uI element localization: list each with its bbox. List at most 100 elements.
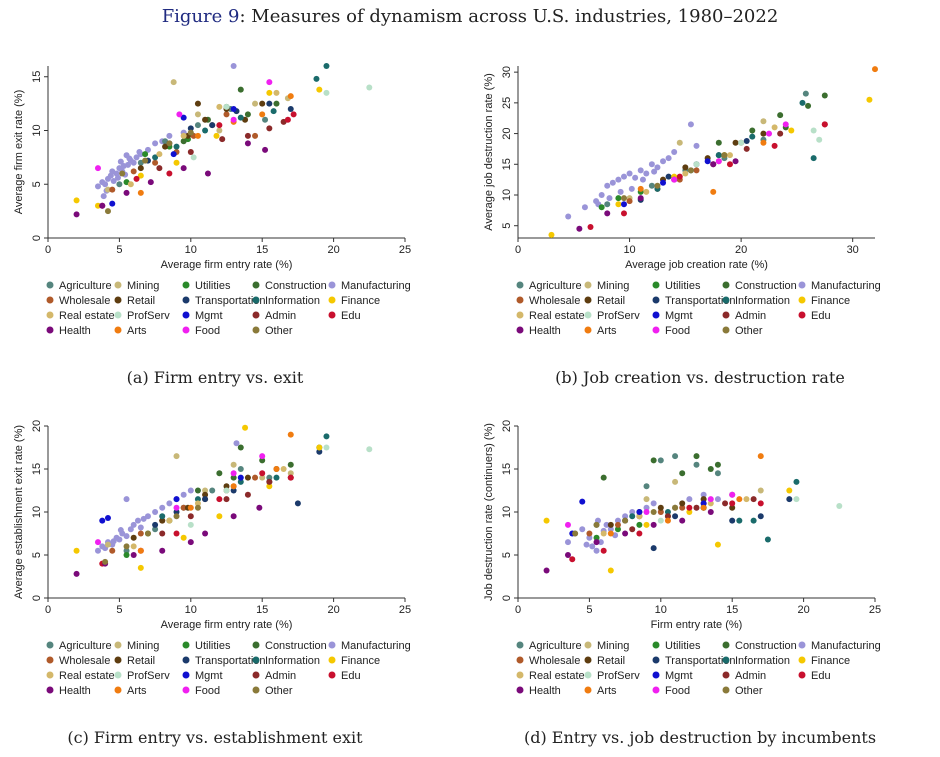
panel-a-point-wholesale [252,132,259,139]
panel-d-legend-marker-real-estate [516,671,524,679]
panel-b-point-health [576,225,583,232]
panel-c-point-arts [137,547,144,554]
panel-c-point-retail [159,517,166,524]
panel-b-legend-label-retail: Retail [597,295,625,307]
panel-d-point-other [593,521,600,528]
panel-d-point-information [793,478,800,485]
panel-b-point-manufacturing [637,167,644,174]
panel-c-legend-marker-construction [252,641,260,649]
panel-c-point-transportation [202,496,209,503]
panel-b-point-edu [726,161,733,168]
panel-b-point-edu [587,223,594,230]
panel-a-point-edu [166,170,173,177]
panel-d-point-edu [636,530,643,537]
panel-c-legend-label-wholesale: Wholesale [59,655,110,667]
panel-d-legend-marker-profserv [584,671,592,679]
panel-d-point-finance [714,541,721,548]
panel-c-point-information [323,433,330,440]
panel-c-point-arts [230,483,237,490]
panel-c-point-arts [187,504,194,511]
panel-a-point-manufacturing [117,158,124,165]
panel-c-point-other [123,543,130,550]
panel-b-point-manufacturing [654,164,661,171]
panel-a-point-mining [252,100,259,107]
panel-d-legend-marker-utilities [652,641,660,649]
panel-b-point-manufacturing [648,161,655,168]
panel-b-legend-label-utilities: Utilities [665,280,701,292]
panel-d-point-retail [679,500,686,507]
panel-d-legend-label-retail: Retail [597,655,625,667]
panel-c-point-construction [287,461,294,468]
panel-c-point-profserv [223,487,230,494]
panel-b-legend-marker-other [722,326,730,334]
panel-d-point-information [664,509,671,515]
panel-d-point-mgmt [579,498,586,505]
panel-c-point-mining [202,487,209,494]
panel-c-legend-marker-mgmt [182,671,190,679]
panel-a-point-food [230,116,237,123]
panel-b-point-mining [676,139,683,146]
panel-d-legend-marker-retail [584,656,592,664]
panel-d-point-arts [664,517,671,524]
panel-a-point-admin [156,165,163,172]
panel-d-legend-label-wholesale: Wholesale [529,655,580,667]
panel-c-legend-marker-arts [114,686,122,694]
panel-c-legend-marker-wholesale [46,656,54,664]
panel-a-point-profserv [366,84,373,91]
panel-b-point-transportation [665,173,672,180]
panel-a-point-arts [287,93,294,100]
panel-b-point-construction [749,127,756,134]
panel-a-point-edu [216,122,223,129]
panel-a-y-tick-label: 10 [31,124,43,136]
panel-d-point-manufacturing [586,534,593,541]
panel-c-point-real-estate [130,543,137,550]
panel-b-point-manufacturing [615,176,622,183]
panel-c-point-finance [242,424,249,431]
panel-a-legend-label-admin: Admin [265,310,296,322]
panel-a-point-information [202,127,209,134]
panel-c-point-manufacturing [137,524,144,531]
panel-b-legend-label-edu: Edu [811,310,831,322]
panel-d-legend-marker-arts [584,686,592,694]
panel-c-point-food [94,539,101,546]
panel-d-point-mining [672,478,679,485]
panel-a-point-information [173,143,180,150]
panel-a-point-mining [194,111,201,118]
panel-c-legend-label-mining: Mining [127,640,159,652]
panel-b-point-manufacturing [660,158,667,165]
panel-c-point-manufacturing [117,527,124,534]
panel-a-point-edu [290,111,297,118]
panel-d-point-manufacturing [622,513,629,520]
panel-a-point-information [152,154,159,161]
panel-c-point-finance [137,564,144,571]
panel-a-legend-marker-finance [328,296,336,304]
panel-d-legend-label-transportation: Transportation [665,655,736,667]
panel-c-point-mgmt [99,517,106,524]
panel-a-point-admin [266,125,273,132]
panel-c-y-tick-label: 0 [31,595,43,601]
panel-b-point-real-estate [771,124,778,131]
panel-b-point-health [604,210,611,217]
panel-b-legend-label-other: Other [735,325,763,337]
panel-d-legend-label-manufacturing: Manufacturing [811,640,881,652]
panel-b-legend-label-agriculture: Agriculture [529,280,582,292]
panel-c-point-manufacturing [116,536,123,543]
panel-d-point-health [679,517,686,524]
panel-b-point-manufacturing [628,185,635,192]
panel-b-point-mgmt [660,179,667,186]
panel-c-point-mgmt [173,496,180,503]
panel-c-x-tick-label: 20 [327,604,339,616]
panel-a-point-manufacturing [102,181,109,188]
panel-c-point-manufacturing [94,547,101,554]
panel-c-x-axis-title: Average firm entry rate (%) [161,619,293,631]
panel-d-y-axis-title: Job destruction rate (continuers) (%) [483,423,495,601]
panel-b-legend-label-admin: Admin [735,310,766,322]
panel-c-point-admin [244,491,251,498]
panel-a-point-agriculture [194,122,201,129]
panel-b-legend-label-manufacturing: Manufacturing [811,280,881,292]
panel-d-point-construction [679,470,686,477]
panel-c-legend-marker-admin [252,671,260,679]
panel-b-point-manufacturing [598,192,605,198]
panel-c-point-retail [223,483,230,490]
panel-d-legend-label-mgmt: Mgmt [665,670,693,682]
